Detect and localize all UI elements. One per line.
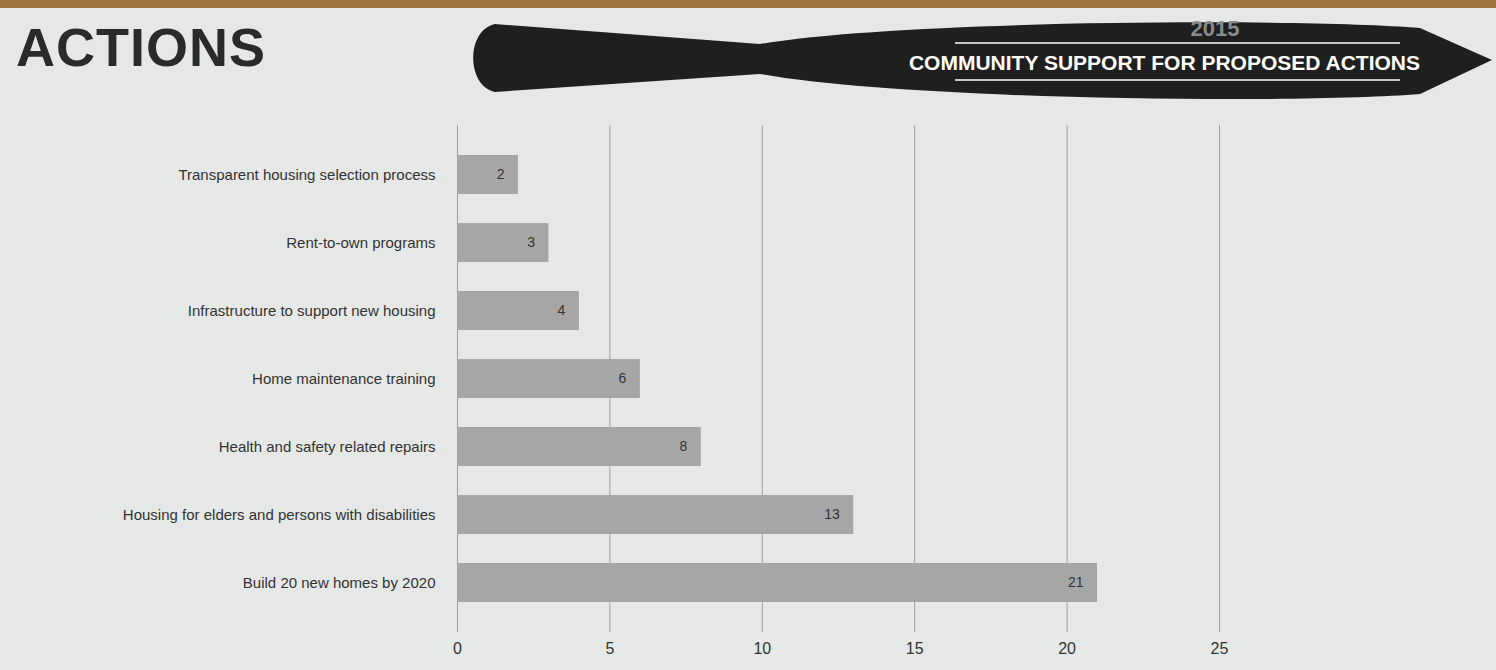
svg-text:8: 8 (680, 438, 688, 454)
svg-text:Infrastructure to support new: Infrastructure to support new housing (188, 302, 436, 319)
svg-text:4: 4 (558, 302, 566, 318)
svg-text:2015: 2015 (1191, 16, 1240, 41)
svg-text:13: 13 (824, 506, 840, 522)
svg-text:0: 0 (453, 640, 462, 657)
svg-text:6: 6 (619, 370, 627, 386)
svg-text:COMMUNITY SUPPORT FOR PROPOSED: COMMUNITY SUPPORT FOR PROPOSED ACTIONS (909, 51, 1420, 74)
svg-text:2: 2 (497, 166, 505, 182)
svg-text:3: 3 (527, 234, 535, 250)
svg-text:Housing for elders and persons: Housing for elders and persons with disa… (123, 506, 436, 523)
svg-text:5: 5 (605, 640, 614, 657)
html-text:ACTIONS: ACTIONS (16, 17, 266, 77)
svg-text:Build 20 new homes by 2020: Build 20 new homes by 2020 (243, 574, 436, 591)
svg-text:25: 25 (1211, 640, 1229, 657)
svg-text:Home maintenance training: Home maintenance training (252, 370, 435, 387)
svg-text:15: 15 (906, 640, 924, 657)
svg-text:10: 10 (753, 640, 771, 657)
svg-text:Transparent housing selection: Transparent housing selection process (178, 166, 435, 183)
svg-text:20: 20 (1058, 640, 1076, 657)
svg-text:21: 21 (1068, 574, 1084, 590)
svg-text:Health and safety related repa: Health and safety related repairs (219, 438, 436, 455)
svg-text:Rent-to-own programs: Rent-to-own programs (286, 234, 435, 251)
